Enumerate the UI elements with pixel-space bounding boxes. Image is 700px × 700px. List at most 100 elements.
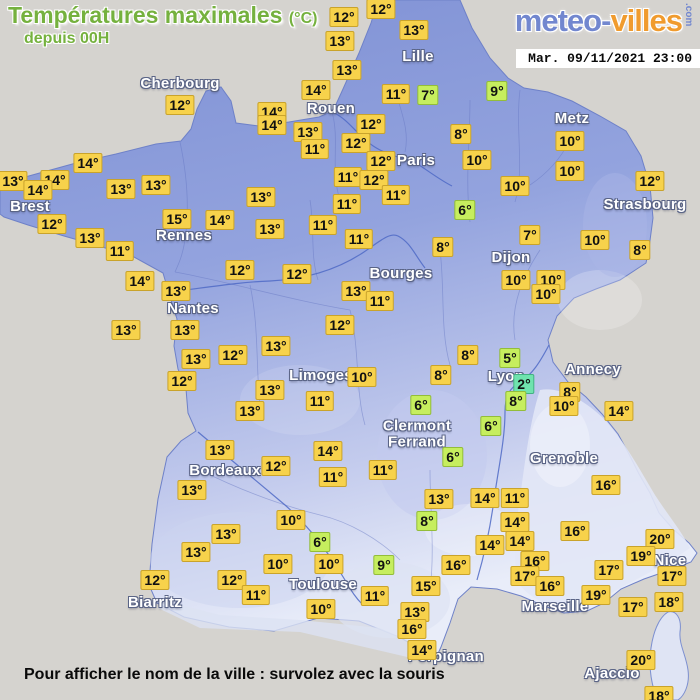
temp-badge[interactable]: 17° [618,596,648,618]
temp-badge[interactable]: 15° [411,575,441,597]
temp-badge[interactable]: 8° [629,239,651,261]
temp-badge[interactable]: 8° [430,364,452,386]
temp-badge[interactable]: 11° [365,290,395,312]
temp-badge[interactable]: 10° [276,509,306,531]
temp-badge[interactable]: 11° [332,193,362,215]
temp-badge[interactable]: 11° [241,584,271,606]
temp-badge[interactable]: 13° [0,170,28,192]
temp-badge[interactable]: 12° [167,370,197,392]
temp-badge[interactable]: 5° [499,347,521,369]
temp-badge[interactable]: 19° [626,545,656,567]
temp-badge[interactable]: 6° [309,531,331,553]
temp-badge[interactable]: 12° [218,344,248,366]
temp-badge[interactable]: 13° [255,218,285,240]
temp-badge[interactable]: 8° [450,123,472,145]
temp-badge[interactable]: 13° [181,348,211,370]
temp-badge[interactable]: 10° [580,229,610,251]
temp-badge[interactable]: 12° [635,170,665,192]
temp-badge[interactable]: 6° [454,199,476,221]
temp-badge[interactable]: 8° [457,344,479,366]
temp-badge[interactable]: 10° [314,553,344,575]
temp-badge[interactable]: 14° [470,487,500,509]
temp-badge[interactable]: 12° [37,213,67,235]
temp-badge[interactable]: 15° [162,208,192,230]
site-logo[interactable]: meteo-villes.com [515,3,694,39]
temp-badge[interactable]: 6° [410,394,432,416]
temp-badge[interactable]: 10° [549,395,579,417]
temp-badge[interactable]: 16° [397,618,427,640]
temp-badge[interactable]: 12° [366,150,396,172]
temp-badge[interactable]: 11° [305,390,335,412]
temp-badge[interactable]: 11° [344,228,374,250]
temp-badge[interactable]: 10° [500,175,530,197]
temp-badge[interactable]: 8° [432,236,454,258]
temp-badge[interactable]: 13° [325,30,355,52]
temp-badge[interactable]: 11° [368,459,398,481]
temp-badge[interactable]: 11° [308,214,338,236]
temp-badge[interactable]: 7° [519,224,541,246]
temp-badge[interactable]: 14° [73,152,103,174]
temp-badge[interactable]: 13° [341,280,371,302]
temp-badge[interactable]: 10° [462,149,492,171]
temp-badge[interactable]: 7° [417,84,439,106]
temp-badge[interactable]: 16° [591,474,621,496]
temp-badge[interactable]: 12° [225,259,255,281]
temp-badge[interactable]: 18° [644,685,674,700]
temp-badge[interactable]: 11° [300,138,330,160]
temp-badge[interactable]: 13° [246,186,276,208]
temp-badge[interactable]: 12° [165,94,195,116]
temp-badge[interactable]: 14° [407,639,437,661]
temp-badge[interactable]: 11° [318,466,348,488]
temp-badge[interactable]: 12° [261,455,291,477]
temp-badge[interactable]: 13° [205,439,235,461]
temp-badge[interactable]: 11° [360,585,390,607]
temp-badge[interactable]: 10° [501,269,531,291]
temp-badge[interactable]: 12° [217,569,247,591]
temp-badge[interactable]: 8° [416,510,438,532]
temp-badge[interactable]: 9° [486,80,508,102]
temp-badge[interactable]: 20° [626,649,656,671]
temp-badge[interactable]: 14° [505,530,535,552]
temp-badge[interactable]: 13° [400,601,430,623]
temp-badge[interactable]: 14° [500,511,530,533]
temp-badge[interactable]: 14° [257,114,287,136]
temp-badge[interactable]: 13° [424,488,454,510]
temp-badge[interactable]: 12° [341,132,371,154]
temp-badge[interactable]: 10° [306,598,336,620]
temp-badge[interactable]: 16° [535,575,565,597]
temp-badge[interactable]: 10° [347,366,377,388]
temp-badge[interactable]: 13° [106,178,136,200]
temp-badge[interactable]: 20° [645,528,675,550]
temp-badge[interactable]: 12° [366,0,396,20]
temp-badge[interactable]: 13° [255,379,285,401]
corsica-island[interactable] [649,611,689,700]
temp-badge[interactable]: 8° [505,390,527,412]
temp-badge[interactable]: 14° [301,79,331,101]
temp-badge[interactable]: 13° [141,174,171,196]
temp-badge[interactable]: 13° [399,19,429,41]
temp-badge[interactable]: 13° [177,479,207,501]
temp-badge[interactable]: 10° [263,553,293,575]
temp-badge[interactable]: 12° [329,6,359,28]
temp-badge[interactable]: 18° [654,591,684,613]
temp-badge[interactable]: 17° [594,559,624,581]
temp-badge[interactable]: 13° [293,121,323,143]
temp-badge[interactable]: 13° [75,227,105,249]
temp-badge[interactable]: 11° [381,83,411,105]
temp-badge[interactable]: 12° [140,569,170,591]
temp-badge[interactable]: 14° [125,270,155,292]
temp-badge[interactable]: 16° [441,554,471,576]
temp-badge[interactable]: 10° [531,283,561,305]
temp-badge[interactable]: 11° [105,240,135,262]
temp-badge[interactable]: 16° [560,520,590,542]
temp-badge[interactable]: 12° [359,169,389,191]
temp-badge[interactable]: 13° [261,335,291,357]
temp-badge[interactable]: 13° [332,59,362,81]
temp-badge[interactable]: 12° [325,314,355,336]
temp-badge[interactable]: 14° [475,534,505,556]
temp-badge[interactable]: 12° [356,113,386,135]
temp-badge[interactable]: 11° [500,487,530,509]
temp-badge[interactable]: 11° [381,184,411,206]
temp-badge[interactable]: 11° [333,166,363,188]
temp-badge[interactable]: 13° [170,319,200,341]
